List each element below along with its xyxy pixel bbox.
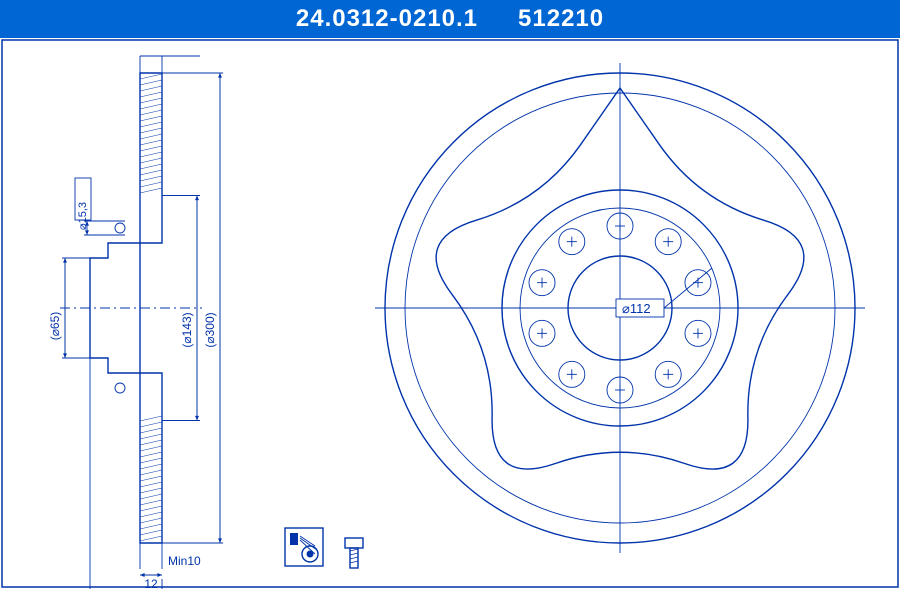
svg-text:(⌀65): (⌀65): [48, 312, 62, 341]
svg-text:(⌀143): (⌀143): [180, 312, 194, 347]
part-code: 512210: [518, 5, 604, 33]
svg-text:Min10: Min10: [168, 554, 201, 568]
drawing-area: ⌀112(⌀65)⌀15,3(⌀143)(⌀300)Min1012(48,2): [0, 38, 900, 589]
part-number: 24.0312-0210.1: [296, 5, 478, 33]
svg-text:(⌀300): (⌀300): [203, 312, 217, 347]
technical-drawing-svg: ⌀112(⌀65)⌀15,3(⌀143)(⌀300)Min1012(48,2): [0, 38, 900, 589]
svg-text:⌀15,3: ⌀15,3: [77, 202, 89, 230]
svg-text:⌀112: ⌀112: [622, 301, 651, 316]
header-bar: 24.0312-0210.1 512210: [0, 0, 900, 38]
technical-drawing-container: 24.0312-0210.1 512210 ⌀112 (⌀65) ⌀15,3 (⌀14…: [0, 0, 900, 589]
